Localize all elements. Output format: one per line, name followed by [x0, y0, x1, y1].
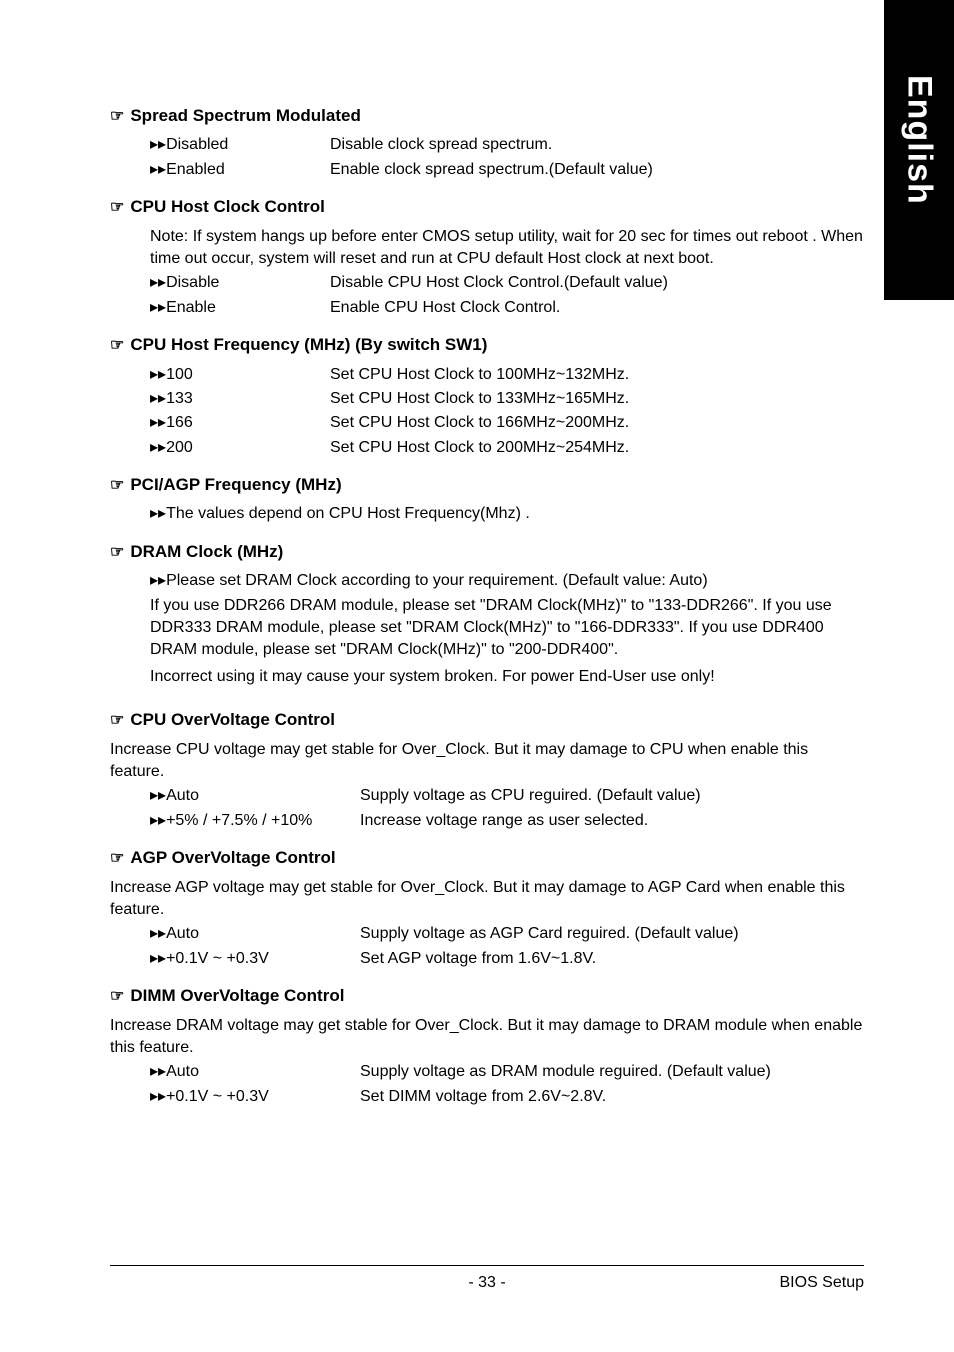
- arrow-icon: ▸▸: [150, 1088, 166, 1105]
- page-number: - 33 -: [468, 1274, 505, 1292]
- option-row: ▸▸166 Set CPU Host Clock to 166MHz~200MH…: [110, 412, 864, 434]
- hand-icon: ☞: [110, 199, 124, 216]
- cpuovr-intro: Increase CPU voltage may get stable for …: [110, 739, 864, 784]
- arrow-icon: ▸▸: [150, 366, 166, 383]
- option-row: ▸▸+0.1V ~ +0.3V Set DIMM voltage from 2.…: [110, 1086, 864, 1108]
- dram-line2: If you use DDR266 DRAM module, please se…: [110, 595, 864, 662]
- arrow-icon: ▸▸: [150, 136, 166, 153]
- section-pciagp-title: ☞PCI/AGP Frequency (MHz): [110, 473, 864, 497]
- hand-icon: ☞: [110, 544, 124, 561]
- section-dimmovr-title: ☞DIMM OverVoltage Control: [110, 984, 864, 1008]
- section-cpuhost-title: ☞CPU Host Clock Control: [110, 195, 864, 219]
- arrow-icon: ▸▸: [150, 161, 166, 178]
- language-tab: English: [884, 0, 954, 300]
- option-row: ▸▸+5% / +7.5% / +10% Increase voltage ra…: [110, 810, 864, 832]
- arrow-icon: ▸▸: [150, 787, 166, 804]
- pciagp-note: ▸▸The values depend on CPU Host Frequenc…: [110, 503, 864, 525]
- arrow-icon: ▸▸: [150, 505, 166, 522]
- option-row: ▸▸Enabled Enable clock spread spectrum.(…: [110, 159, 864, 181]
- hand-icon: ☞: [110, 712, 124, 729]
- hand-icon: ☞: [110, 477, 124, 494]
- hand-icon: ☞: [110, 337, 124, 354]
- option-row: ▸▸Auto Supply voltage as CPU reguired. (…: [110, 785, 864, 807]
- dram-line3: Incorrect using it may cause your system…: [110, 666, 864, 688]
- arrow-icon: ▸▸: [150, 390, 166, 407]
- hand-icon: ☞: [110, 108, 124, 125]
- arrow-icon: ▸▸: [150, 572, 166, 589]
- arrow-icon: ▸▸: [150, 1063, 166, 1080]
- dram-line1: ▸▸Please set DRAM Clock according to you…: [110, 570, 864, 592]
- option-row: ▸▸100 Set CPU Host Clock to 100MHz~132MH…: [110, 364, 864, 386]
- section-agpovr-title: ☞AGP OverVoltage Control: [110, 846, 864, 870]
- arrow-icon: ▸▸: [150, 812, 166, 829]
- dimmovr-intro: Increase DRAM voltage may get stable for…: [110, 1015, 864, 1060]
- hand-icon: ☞: [110, 850, 124, 867]
- option-row: ▸▸Disabled Disable clock spread spectrum…: [110, 134, 864, 156]
- arrow-icon: ▸▸: [150, 439, 166, 456]
- option-row: ▸▸Disable Disable CPU Host Clock Control…: [110, 272, 864, 294]
- hand-icon: ☞: [110, 988, 124, 1005]
- arrow-icon: ▸▸: [150, 299, 166, 316]
- option-row: ▸▸200 Set CPU Host Clock to 200MHz~254MH…: [110, 437, 864, 459]
- cpuhost-note: Note: If system hangs up before enter CM…: [110, 226, 864, 271]
- arrow-icon: ▸▸: [150, 274, 166, 291]
- section-cpufreq-title: ☞CPU Host Frequency (MHz) (By switch SW1…: [110, 333, 864, 357]
- language-label: English: [900, 75, 939, 205]
- page-content: ☞Spread Spectrum Modulated ▸▸Disabled Di…: [110, 90, 864, 1110]
- page-footer: - 33 - BIOS Setup: [110, 1265, 864, 1292]
- option-row: ▸▸133 Set CPU Host Clock to 133MHz~165MH…: [110, 388, 864, 410]
- arrow-icon: ▸▸: [150, 925, 166, 942]
- section-cpuovr-title: ☞CPU OverVoltage Control: [110, 708, 864, 732]
- option-row: ▸▸Enable Enable CPU Host Clock Control.: [110, 297, 864, 319]
- section-spread-title: ☞Spread Spectrum Modulated: [110, 104, 864, 128]
- option-row: ▸▸+0.1V ~ +0.3V Set AGP voltage from 1.6…: [110, 948, 864, 970]
- agpovr-intro: Increase AGP voltage may get stable for …: [110, 877, 864, 922]
- arrow-icon: ▸▸: [150, 950, 166, 967]
- option-row: ▸▸Auto Supply voltage as DRAM module reg…: [110, 1061, 864, 1083]
- option-row: ▸▸Auto Supply voltage as AGP Card reguir…: [110, 923, 864, 945]
- footer-divider: [110, 1265, 864, 1266]
- arrow-icon: ▸▸: [150, 414, 166, 431]
- footer-section: BIOS Setup: [780, 1274, 865, 1292]
- section-dram-title: ☞DRAM Clock (MHz): [110, 540, 864, 564]
